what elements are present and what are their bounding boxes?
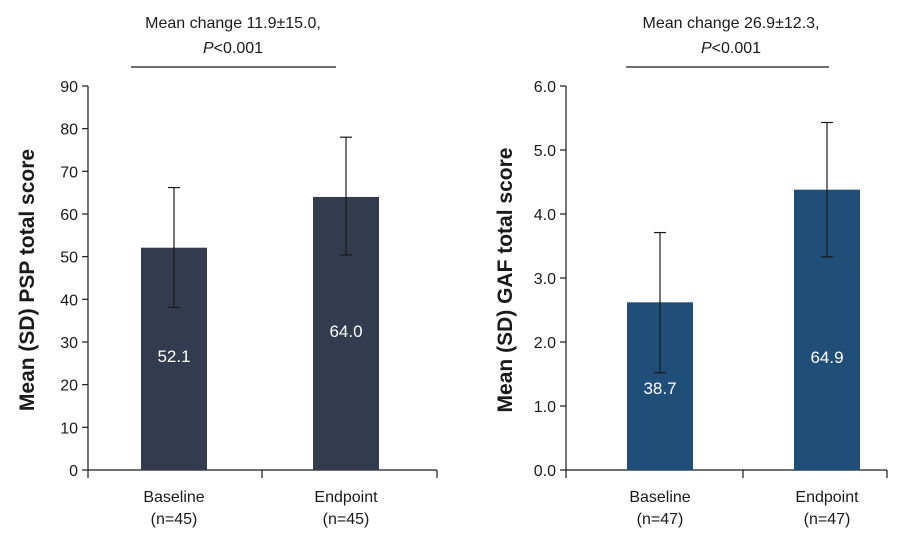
y-tick-label: 10 <box>60 420 78 437</box>
annotation-p-letter: P <box>701 40 712 57</box>
bar-value-label: 52.1 <box>157 347 190 366</box>
category-label: Baseline <box>629 489 690 506</box>
category-label: Baseline <box>143 489 204 506</box>
chart-panel-1: 0 10 20 30 40 50 60 70 80 90 52.1 Baseline (n=45) 64.… <box>16 15 438 528</box>
y-axis-title: Mean (SD) GAF total score <box>494 148 517 413</box>
annotation-p-rest: <0.001 <box>214 40 263 57</box>
annotation-p-value: P<0.001 <box>701 40 761 57</box>
category-n-label: (n=45) <box>151 511 198 528</box>
y-tick-label: 0 <box>69 463 78 480</box>
chart-panel-2: 0.0 1.0 2.0 3.0 4.0 5.0 6.0 38.7 Baseline (n=47) 6… <box>494 15 888 528</box>
annotation-p-letter: P <box>203 40 214 57</box>
category-label: Endpoint <box>314 489 378 506</box>
y-tick-label: 0.0 <box>534 463 556 480</box>
y-tick-label: 60 <box>60 207 78 224</box>
annotation-p-value: P<0.001 <box>203 40 263 57</box>
y-tick-label: 5.0 <box>534 143 556 160</box>
y-tick-label: 90 <box>60 79 78 96</box>
annotation-p-rest: <0.001 <box>712 40 761 57</box>
y-tick-label: 40 <box>60 292 78 309</box>
annotation-mean-change: Mean change 26.9±12.3, <box>643 15 820 32</box>
y-tick-label: 3.0 <box>534 271 556 288</box>
category-label: Endpoint <box>795 489 859 506</box>
y-tick-label: 50 <box>60 250 78 267</box>
annotation-mean-change: Mean change 11.9±15.0, <box>145 15 321 32</box>
y-tick-label: 1.0 <box>534 399 556 416</box>
y-tick-label: 4.0 <box>534 207 556 224</box>
category-n-label: (n=47) <box>637 511 684 528</box>
y-tick-label: 6.0 <box>534 79 556 96</box>
bar-value-label: 64.0 <box>329 322 362 341</box>
bar-value-label: 38.7 <box>643 379 676 398</box>
y-tick-label: 70 <box>60 164 78 181</box>
y-axis-title: Mean (SD) PSP total score <box>16 149 39 411</box>
y-tick-label: 2.0 <box>534 335 556 352</box>
category-n-label: (n=45) <box>323 511 370 528</box>
y-tick-label: 20 <box>60 378 78 395</box>
y-tick-label: 80 <box>60 122 78 139</box>
category-n-label: (n=47) <box>804 511 851 528</box>
bar-value-label: 64.9 <box>810 348 843 367</box>
y-tick-label: 30 <box>60 335 78 352</box>
